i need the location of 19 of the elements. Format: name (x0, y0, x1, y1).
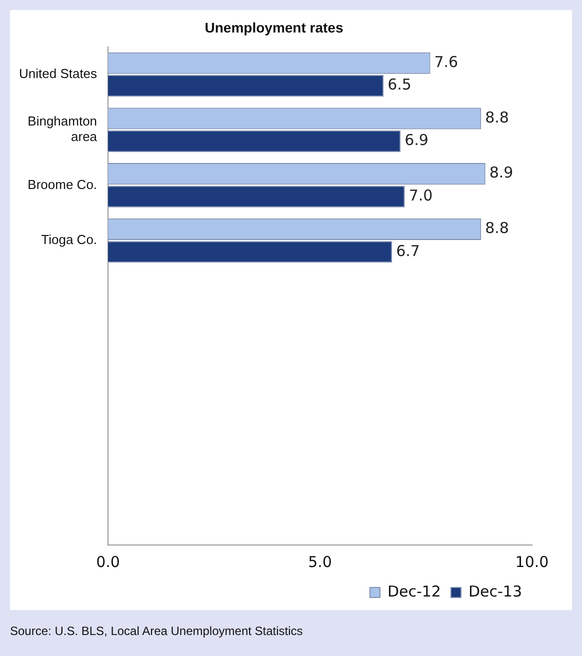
source-note: Source: U.S. BLS, Local Area Unemployment Statistics (10, 624, 304, 638)
y-tick-label: Binghamton area (28, 114, 98, 144)
data-label: 6.5 (388, 76, 412, 94)
data-label: 8.8 (485, 108, 509, 126)
y-tick-label: Tioga Co. (41, 232, 98, 248)
data-label: 7.6 (434, 53, 458, 72)
chart-title: Unemployment rates (204, 19, 344, 36)
x-tick-label: 0.0 (96, 552, 120, 571)
x-tick-label: 10.0 (515, 552, 549, 571)
data-label: 8.8 (485, 219, 509, 238)
data-label: 7.0 (408, 186, 433, 204)
data-label: 8.9 (489, 164, 514, 182)
data-label: 6.9 (404, 131, 428, 150)
data-label: 6.7 (396, 242, 420, 260)
y-tick-label: United States (19, 66, 98, 82)
x-tick-label: 5.0 (308, 552, 332, 571)
legend-label: Dec-12 (387, 582, 441, 600)
legend-label: Dec-13 (468, 582, 522, 600)
y-tick-label: Broome Co. (28, 176, 98, 192)
